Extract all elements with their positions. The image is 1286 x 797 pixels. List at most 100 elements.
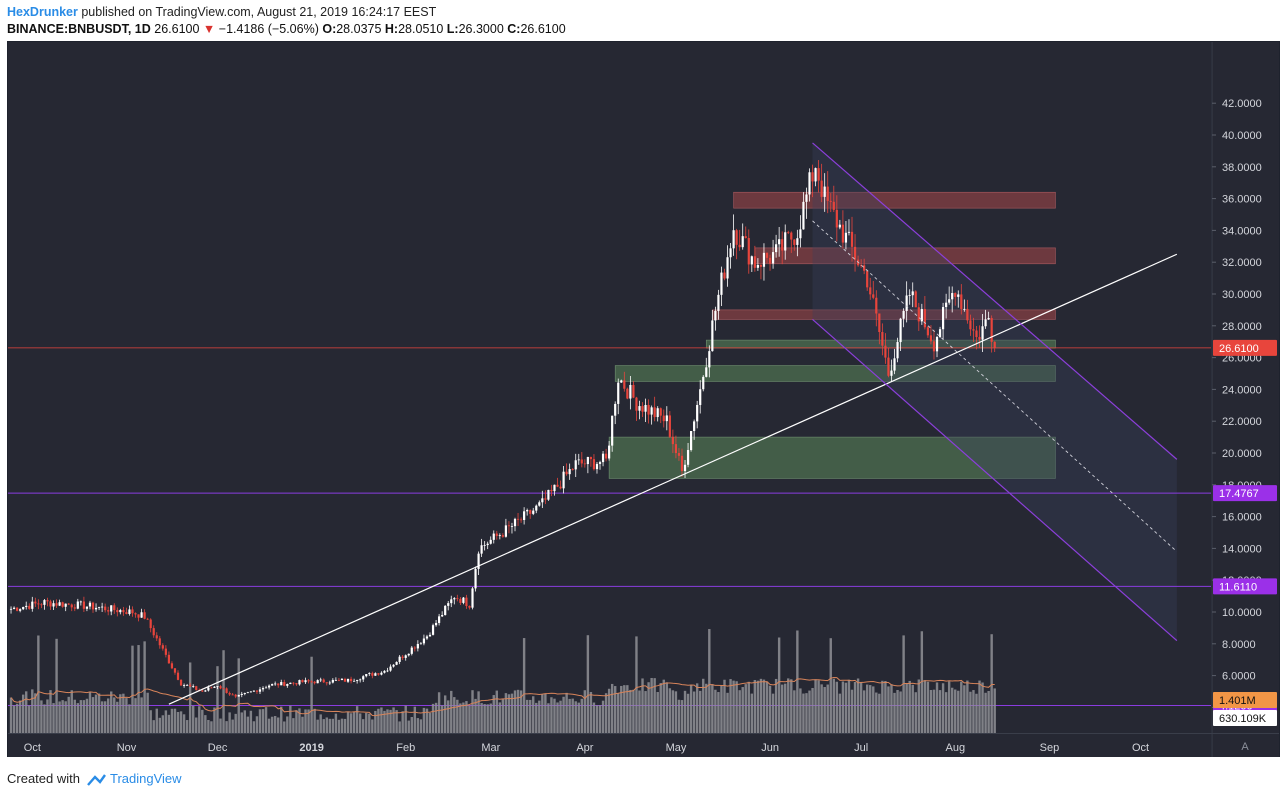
volume-bar bbox=[246, 716, 250, 733]
volume-bar bbox=[981, 682, 984, 733]
candle-body bbox=[917, 307, 920, 322]
volume-bar bbox=[580, 698, 584, 733]
y-tick-label: 8.0000 bbox=[1222, 639, 1256, 651]
volume-bar bbox=[495, 690, 498, 733]
level-badge-1-bg bbox=[1213, 578, 1277, 595]
candle-body bbox=[614, 403, 617, 416]
candle-body bbox=[565, 471, 568, 475]
volume-bar bbox=[911, 684, 914, 733]
candle-body bbox=[896, 342, 899, 359]
volume-bar bbox=[334, 713, 338, 733]
volume-bar bbox=[67, 696, 70, 733]
volume-bar bbox=[52, 703, 55, 733]
volume-bar bbox=[18, 700, 22, 733]
volume-bar bbox=[632, 689, 635, 733]
volume-bar bbox=[243, 710, 247, 733]
candle-body bbox=[987, 318, 990, 320]
volume-bar bbox=[328, 718, 332, 733]
volume-bar bbox=[195, 717, 198, 733]
auto-scale-button[interactable]: A bbox=[1241, 741, 1249, 753]
candle-body bbox=[210, 687, 213, 689]
y-tick-label: 14.0000 bbox=[1222, 543, 1262, 555]
publish-info: published on TradingView.com, August 21,… bbox=[81, 5, 437, 19]
volume-bar bbox=[859, 681, 863, 733]
candle-body bbox=[88, 602, 92, 607]
candle-body bbox=[298, 680, 301, 685]
last-price: 26.6100 bbox=[154, 22, 200, 36]
volume-bar bbox=[9, 697, 13, 733]
volume-bar bbox=[862, 690, 866, 733]
y-tick-label: 16.0000 bbox=[1222, 512, 1262, 524]
candle-body bbox=[526, 510, 529, 512]
candle-body bbox=[280, 681, 283, 686]
symbol-label: BINANCE:BNBUSDT, 1D bbox=[7, 22, 151, 36]
volume-bar bbox=[240, 712, 243, 733]
high-value: 28.0510 bbox=[398, 22, 444, 36]
volume-bar bbox=[835, 681, 839, 733]
volume-bar bbox=[355, 706, 359, 733]
candle-body bbox=[914, 291, 917, 308]
candle-body bbox=[182, 685, 186, 686]
volume-bar bbox=[768, 685, 772, 733]
volume-bar bbox=[668, 688, 672, 733]
candle-body bbox=[826, 186, 829, 201]
volume-bar bbox=[149, 710, 152, 733]
last-price-badge-bg bbox=[1213, 339, 1277, 356]
candle-body bbox=[292, 682, 295, 684]
down-arrow-icon: ▼ bbox=[202, 22, 216, 36]
candle-body bbox=[601, 453, 605, 463]
volume-bar bbox=[352, 711, 356, 733]
volume-bar bbox=[264, 707, 268, 733]
volume-bar bbox=[40, 700, 43, 733]
candle-body bbox=[255, 690, 259, 692]
volume-bar bbox=[650, 677, 653, 733]
volume-bar bbox=[735, 681, 738, 733]
candle-body bbox=[853, 246, 857, 260]
candle-body bbox=[629, 384, 632, 399]
tradingview-brand-link[interactable]: TradingView bbox=[109, 771, 182, 786]
volume-bar bbox=[890, 684, 893, 733]
author-link[interactable]: HexDrunker bbox=[7, 5, 78, 19]
volume-bar bbox=[207, 719, 210, 733]
ascending-trendline bbox=[168, 253, 1178, 705]
candle-body bbox=[383, 670, 386, 673]
candle-body bbox=[468, 605, 471, 608]
volume-bar bbox=[747, 681, 750, 733]
volume-bar bbox=[428, 712, 432, 733]
candle-body bbox=[841, 224, 844, 243]
volume-bar bbox=[811, 687, 814, 733]
candle-body bbox=[984, 319, 987, 327]
candle-body bbox=[735, 230, 738, 245]
candle-body bbox=[204, 690, 207, 692]
candle-body bbox=[908, 295, 911, 296]
candle-body bbox=[717, 294, 720, 311]
volume-bar bbox=[486, 704, 489, 733]
candle-body bbox=[820, 180, 823, 197]
volume-bar bbox=[759, 678, 763, 733]
volume-bar bbox=[850, 689, 854, 733]
volume-bar bbox=[623, 685, 626, 733]
candle-body bbox=[799, 229, 802, 239]
volume-bar bbox=[865, 684, 869, 733]
candle-body bbox=[486, 543, 489, 546]
volume-bar bbox=[371, 719, 374, 733]
volume-bar bbox=[401, 711, 404, 733]
candle-body bbox=[598, 462, 602, 464]
volume-bar bbox=[784, 683, 787, 733]
volume-bar bbox=[182, 714, 186, 733]
candle-body bbox=[331, 679, 334, 683]
volume-bar bbox=[234, 713, 237, 733]
volume-bar bbox=[847, 679, 851, 733]
volume-bar bbox=[832, 678, 835, 733]
candle-body bbox=[501, 535, 504, 537]
candle-body bbox=[923, 309, 926, 328]
candle-body bbox=[811, 172, 814, 182]
candle-body bbox=[422, 638, 426, 644]
volume-bar bbox=[717, 692, 720, 733]
candle-body bbox=[85, 606, 89, 609]
candle-body bbox=[775, 244, 778, 253]
candle-body bbox=[990, 318, 993, 342]
volume-bar bbox=[917, 679, 920, 733]
volume-bar bbox=[459, 703, 462, 733]
